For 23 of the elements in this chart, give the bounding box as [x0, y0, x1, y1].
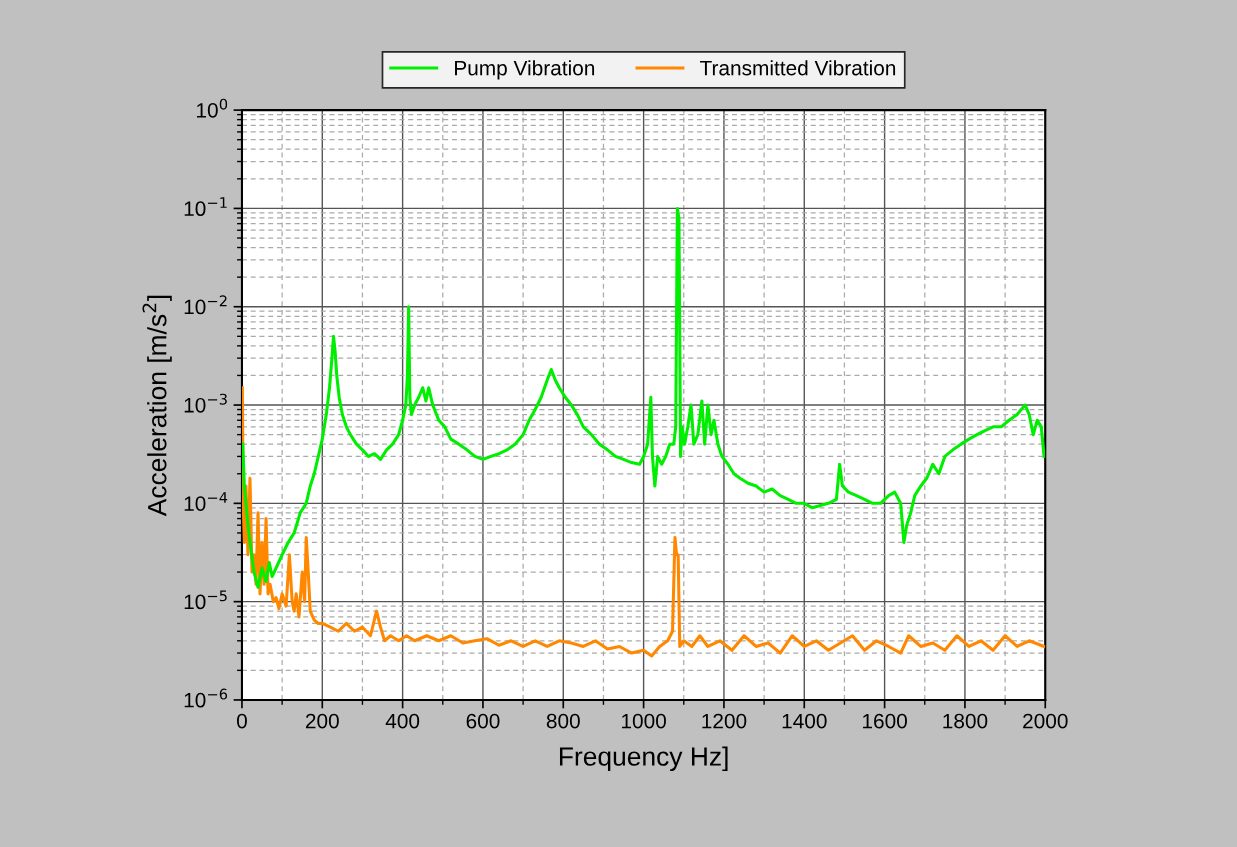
y-tick-label: 10$^{−3}$ — [184, 393, 227, 413]
x-tick-label: 1800 — [943, 713, 988, 729]
x-tick-label: 1000 — [622, 713, 666, 729]
x-tick-label: 1600 — [863, 713, 907, 729]
y-tick-label: 10$^{−5}$ — [184, 590, 227, 610]
x-tick-label: 200 — [305, 713, 339, 729]
y-tick-label: 10$^{−1}$ — [184, 197, 227, 217]
y-tick-label: 10$^{−2}$ — [184, 295, 227, 315]
legend-label: Transmitted Vibration — [700, 60, 896, 76]
y-axis-title: Acceleration [m/s$^{2}$] — [142, 295, 172, 517]
x-tick-label: 0 — [236, 713, 247, 729]
x-tick-label: 800 — [546, 713, 580, 729]
y-tick-label: 10$^{−6}$ — [184, 688, 228, 708]
x-tick-label: 1200 — [702, 713, 747, 729]
x-tick-label: 600 — [466, 713, 500, 729]
x-axis-title: Frequency Hz] — [559, 746, 728, 772]
y-tick-label: 10$^{0}$ — [197, 98, 228, 118]
line-series — [241, 206, 1046, 589]
x-tick-label: 1400 — [782, 713, 827, 729]
y-tick-label: 10$^{−4}$ — [184, 492, 228, 511]
legend-label: Pump Vibration — [455, 60, 595, 80]
x-tick-label: 2000 — [1023, 713, 1068, 729]
x-tick-label: 400 — [385, 713, 420, 729]
